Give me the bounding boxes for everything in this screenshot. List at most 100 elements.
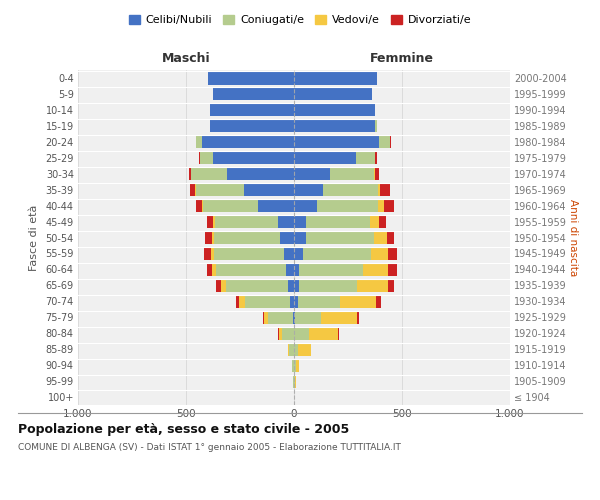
Bar xyxy=(208,72,294,85)
Bar xyxy=(298,295,340,308)
Bar xyxy=(363,263,388,276)
Bar xyxy=(296,358,299,372)
Bar xyxy=(321,310,356,324)
Bar xyxy=(245,295,290,308)
Bar xyxy=(287,342,289,355)
Bar xyxy=(374,231,387,244)
Bar xyxy=(226,279,287,292)
Bar xyxy=(278,326,279,340)
Bar xyxy=(317,199,378,212)
Bar xyxy=(306,215,370,228)
Bar xyxy=(210,120,294,132)
Bar xyxy=(203,199,259,212)
Text: COMUNE DI ALBENGA (SV) - Dati ISTAT 1° gennaio 2005 - Elaborazione TUTTITALIA.IT: COMUNE DI ALBENGA (SV) - Dati ISTAT 1° g… xyxy=(18,442,401,452)
Bar xyxy=(191,167,227,180)
Bar xyxy=(294,342,298,355)
Bar xyxy=(379,215,386,228)
Bar xyxy=(378,183,380,196)
Bar xyxy=(213,151,294,164)
Bar xyxy=(380,183,390,196)
Legend: Celibi/Nubili, Coniugati/e, Vedovi/e, Divorziati/e: Celibi/Nubili, Coniugati/e, Vedovi/e, Di… xyxy=(124,10,476,30)
Bar xyxy=(375,120,377,132)
Bar xyxy=(294,151,356,164)
Bar xyxy=(294,88,372,101)
Bar xyxy=(298,342,311,355)
Bar xyxy=(388,263,397,276)
Bar xyxy=(294,358,296,372)
Bar xyxy=(388,279,394,292)
Bar xyxy=(216,279,221,292)
Bar xyxy=(356,151,375,164)
Bar xyxy=(294,183,323,196)
Bar xyxy=(206,263,212,276)
Bar xyxy=(378,199,383,212)
Bar xyxy=(286,263,294,276)
Bar xyxy=(329,167,374,180)
Bar xyxy=(227,167,294,180)
Bar xyxy=(293,310,294,324)
Text: Maschi: Maschi xyxy=(161,52,211,65)
Bar xyxy=(280,231,294,244)
Bar xyxy=(213,215,215,228)
Bar xyxy=(190,183,194,196)
Bar xyxy=(221,279,226,292)
Bar xyxy=(375,151,377,164)
Bar xyxy=(356,310,359,324)
Bar xyxy=(294,326,309,340)
Bar xyxy=(292,358,294,372)
Bar xyxy=(309,326,338,340)
Bar xyxy=(294,199,317,212)
Bar xyxy=(338,326,340,340)
Bar xyxy=(212,231,214,244)
Bar xyxy=(282,326,294,340)
Bar xyxy=(202,199,203,212)
Bar xyxy=(294,231,306,244)
Bar xyxy=(340,295,376,308)
Text: Femmine: Femmine xyxy=(370,52,434,65)
Bar xyxy=(383,199,394,212)
Bar xyxy=(370,215,379,228)
Bar xyxy=(268,310,293,324)
Bar xyxy=(205,231,212,244)
Bar xyxy=(290,295,294,308)
Bar xyxy=(189,167,191,180)
Text: Popolazione per età, sesso e stato civile - 2005: Popolazione per età, sesso e stato civil… xyxy=(18,422,349,436)
Bar xyxy=(194,183,196,196)
Bar xyxy=(293,374,294,388)
Bar xyxy=(287,279,294,292)
Bar xyxy=(213,88,294,101)
Bar xyxy=(390,135,391,148)
Bar xyxy=(294,374,295,388)
Bar xyxy=(244,183,294,196)
Bar xyxy=(263,310,264,324)
Bar xyxy=(196,135,202,148)
Bar xyxy=(236,295,239,308)
Bar xyxy=(356,279,388,292)
Bar xyxy=(202,135,294,148)
Bar xyxy=(302,247,371,260)
Bar xyxy=(216,263,286,276)
Bar xyxy=(294,215,306,228)
Bar xyxy=(375,167,379,180)
Bar xyxy=(196,183,244,196)
Bar xyxy=(278,215,294,228)
Bar xyxy=(371,247,388,260)
Bar xyxy=(214,231,280,244)
Bar xyxy=(294,104,375,117)
Bar xyxy=(284,247,294,260)
Bar xyxy=(294,310,295,324)
Bar xyxy=(376,295,382,308)
Bar xyxy=(210,104,294,117)
Bar xyxy=(379,135,390,148)
Bar xyxy=(214,247,284,260)
Bar xyxy=(295,310,321,324)
Bar xyxy=(239,295,245,308)
Bar xyxy=(295,374,296,388)
Bar xyxy=(299,279,356,292)
Bar xyxy=(259,199,294,212)
Bar xyxy=(299,263,363,276)
Bar xyxy=(294,263,299,276)
Y-axis label: Anni di nascita: Anni di nascita xyxy=(568,199,578,276)
Bar xyxy=(294,247,302,260)
Y-axis label: Fasce di età: Fasce di età xyxy=(29,204,38,270)
